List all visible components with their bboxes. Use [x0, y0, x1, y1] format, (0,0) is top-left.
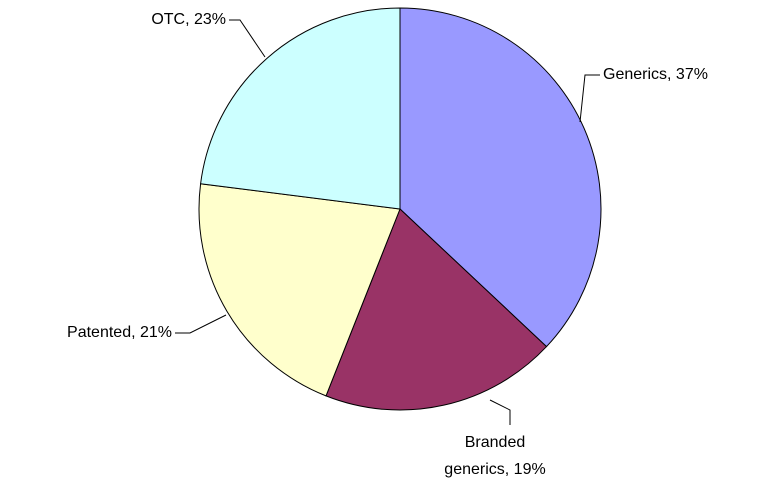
pie-slice	[399, 7, 602, 348]
data-label: Patented, 21%	[67, 324, 172, 341]
pie-slice	[325, 208, 548, 411]
pie-slice	[198, 183, 401, 397]
data-label: Branded generics, 19%	[444, 434, 545, 478]
leader-line	[489, 399, 511, 425]
data-label: OTC, 23%	[151, 11, 226, 28]
pie-slice	[200, 7, 401, 210]
leader-line	[175, 314, 227, 334]
data-label: Generics, 37%	[603, 66, 708, 83]
leader-line	[579, 74, 600, 123]
leader-line	[229, 19, 266, 58]
